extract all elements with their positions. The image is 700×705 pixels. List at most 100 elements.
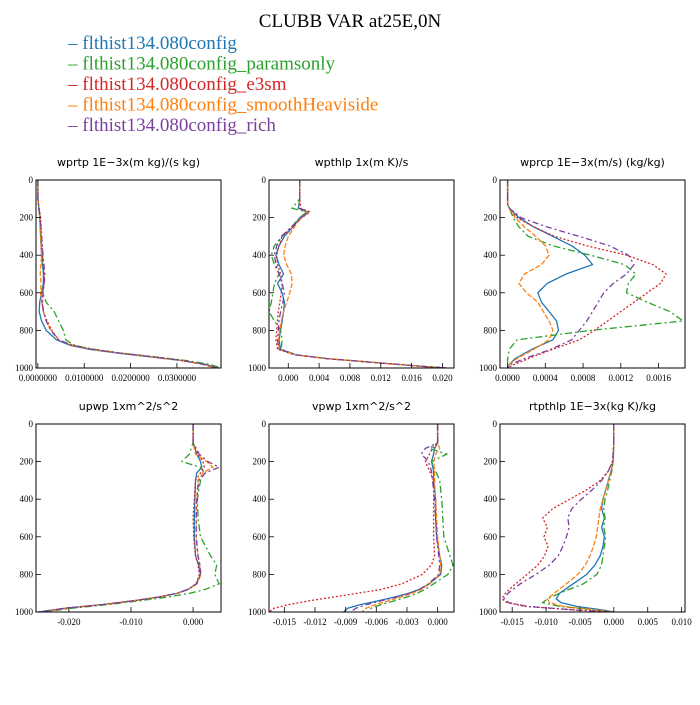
y-tick-label: 600	[20, 288, 34, 298]
x-tick-label: -0.015	[501, 617, 525, 627]
x-tick-label: -0.010	[119, 617, 143, 627]
x-tick-label: 0.0004	[533, 373, 558, 383]
series-line	[343, 424, 443, 612]
series-line	[350, 424, 441, 612]
y-tick-label: 0	[493, 419, 498, 429]
panel-title: vpwp 1xm^2/s^2	[312, 400, 411, 413]
series-group	[37, 180, 221, 368]
y-tick-label: 200	[484, 457, 498, 467]
panel-title: rtpthlp 1E−3x(kg K)/kg	[529, 400, 656, 413]
x-tick-label: -0.005	[568, 617, 592, 627]
series-line	[37, 424, 203, 612]
y-tick-label: 0	[493, 175, 498, 185]
y-tick-label: 200	[253, 457, 267, 467]
x-tick-label: 0.000	[183, 617, 204, 627]
series-line	[277, 180, 447, 368]
x-tick-label: -0.003	[395, 617, 419, 627]
y-tick-label: 1000	[15, 607, 34, 617]
x-tick-label: 0.0016	[646, 373, 671, 383]
panel-1: wprtp 1E−3x(m kg)/(s kg) 0 200 400 600 800 100…	[15, 156, 222, 383]
y-tick-label: 400	[484, 250, 498, 260]
y-tick-label: 600	[253, 288, 267, 298]
series-line	[37, 180, 219, 368]
panel-2: wpthlp 1x(m K)/s 0 200 400 600 800 1000 0.000 0.…	[248, 156, 455, 383]
plot-frame	[268, 423, 455, 613]
x-tick-label: 0.020	[432, 373, 453, 383]
series-group	[506, 180, 685, 368]
y-tick-label: 800	[253, 569, 267, 579]
series-line	[39, 424, 214, 612]
y-tick-label: 800	[484, 325, 498, 335]
x-tick-label: -0.009	[334, 617, 358, 627]
x-tick-label: -0.015	[273, 617, 297, 627]
panel-title: upwp 1xm^2/s^2	[79, 400, 179, 413]
x-tick-label: 0.010	[671, 617, 692, 627]
y-tick-label: 0	[29, 175, 34, 185]
legend: – flthist134.080config– flthist134.080co…	[67, 33, 378, 136]
series-line	[37, 180, 221, 368]
y-tick-label: 1000	[15, 363, 34, 373]
x-tick-label: 0.000	[428, 617, 449, 627]
panel-4: upwp 1xm^2/s^2 0 200 400 600 800 1000 -0.020 -0.…	[15, 400, 222, 627]
x-tick-label: 0.0000000	[19, 373, 58, 383]
y-tick-label: 0	[262, 419, 267, 429]
series-line	[546, 424, 615, 612]
y-tick-label: 400	[20, 494, 34, 504]
y-tick-label: 800	[20, 325, 34, 335]
y-tick-label: 0	[29, 419, 34, 429]
series-line	[37, 180, 217, 368]
legend-entry: – flthist134.080config_e3sm	[67, 74, 287, 95]
x-tick-label: 0.0012	[608, 373, 633, 383]
series-group	[37, 424, 221, 612]
series-line	[275, 180, 447, 368]
x-tick-label: 0.004	[309, 373, 330, 383]
panel-5: vpwp 1xm^2/s^2 0 200 400 600 800 1000 -0.015 -0.…	[248, 400, 455, 627]
series-line	[269, 180, 447, 368]
plot-frame	[499, 423, 686, 613]
y-tick-label: 600	[20, 532, 34, 542]
y-tick-label: 400	[484, 494, 498, 504]
x-tick-label: 0.0008	[571, 373, 596, 383]
series-line	[37, 180, 217, 368]
plot-frame	[35, 179, 222, 369]
panel-title: wprcp 1E−3x(m/s) (kg/kg)	[520, 156, 665, 169]
series-line	[273, 180, 447, 368]
x-tick-label: 0.016	[401, 373, 422, 383]
panel-title: wprtp 1E−3x(m kg)/(s kg)	[57, 156, 200, 169]
series-line	[269, 424, 439, 612]
panel-title: wpthlp 1x(m K)/s	[315, 156, 409, 169]
y-tick-label: 1000	[248, 607, 267, 617]
y-tick-label: 400	[20, 250, 34, 260]
y-tick-label: 200	[484, 213, 498, 223]
series-group	[269, 180, 447, 368]
series-line	[506, 180, 554, 368]
legend-entry: – flthist134.080config_paramsonly	[67, 54, 336, 75]
y-tick-label: 600	[484, 532, 498, 542]
y-tick-label: 800	[20, 569, 34, 579]
x-tick-label: 0.0100000	[65, 373, 104, 383]
legend-entry: – flthist134.080config_smoothHeaviside	[67, 95, 378, 116]
series-line	[367, 424, 454, 612]
x-tick-label: 0.000	[604, 617, 625, 627]
x-tick-label: -0.020	[57, 617, 81, 627]
series-line	[506, 180, 594, 368]
plot-frame	[499, 179, 686, 369]
y-tick-label: 600	[253, 532, 267, 542]
x-tick-label: 0.000	[278, 373, 299, 383]
series-line	[541, 424, 615, 612]
series-group	[269, 424, 454, 612]
y-tick-label: 200	[20, 213, 34, 223]
y-tick-label: 400	[253, 250, 267, 260]
series-group	[501, 424, 615, 612]
y-tick-label: 200	[20, 457, 34, 467]
series-line	[506, 180, 667, 368]
series-line	[503, 424, 615, 612]
y-tick-label: 800	[484, 569, 498, 579]
series-line	[506, 180, 685, 368]
x-tick-label: 0.0300000	[158, 373, 197, 383]
x-tick-label: 0.0000	[495, 373, 520, 383]
y-tick-label: 600	[484, 288, 498, 298]
x-tick-label: -0.010	[534, 617, 558, 627]
